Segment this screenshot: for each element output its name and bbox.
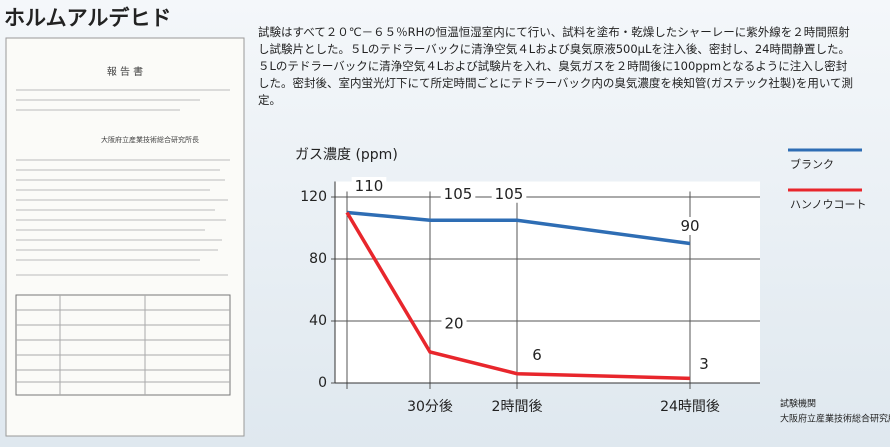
y-tick-label: 0 [318, 375, 327, 391]
label-bg [440, 184, 476, 203]
value-label: 3 [699, 355, 709, 373]
footnote-label: 試験機関 [780, 398, 816, 410]
page-title: ホルムアルデヒド [4, 6, 172, 30]
legend-label: ブランク [790, 157, 834, 171]
report-paper [5, 37, 245, 437]
label-bg [677, 217, 703, 235]
value-label: 110 [355, 177, 384, 195]
data-line [346, 210, 691, 246]
x-tick-label: 24時間後 [660, 399, 720, 415]
value-label: 105 [495, 185, 524, 203]
data-line [345, 211, 691, 381]
report-title: 報 告 書 [107, 65, 143, 78]
label-bg [696, 354, 712, 373]
report-issuer: 大阪府立産業技術総合研究所長 [101, 135, 199, 144]
label-bg [491, 184, 527, 203]
label-bg [351, 177, 387, 195]
y-tick-label: 80 [309, 251, 327, 267]
report-image: 報 告 書 大阪府立産業技術総合研究所長 [5, 37, 245, 437]
x-tick-label: 30分後 [407, 399, 453, 415]
value-label: 105 [444, 185, 473, 203]
label-bg [441, 314, 467, 333]
footnote-org: 大阪府立産業技術総合研究所 [780, 413, 890, 425]
x-tick-label: 2時間後 [492, 399, 543, 415]
description: 試験はすべて２０℃－６５％RHの恒温恒湿室内にて行い、試料を塗布・乾燥したシャー… [258, 25, 854, 107]
value-label: 20 [444, 315, 463, 333]
label-bg [529, 346, 545, 365]
value-label: 6 [532, 346, 542, 364]
plot-area [335, 181, 760, 383]
legend-label: ハンノウコート [790, 198, 866, 211]
y-axis-label: ガス濃度 (ppm) [295, 147, 398, 163]
y-tick-label: 40 [309, 313, 327, 329]
value-label: 90 [680, 217, 699, 235]
y-tick-label: 120 [300, 189, 327, 205]
